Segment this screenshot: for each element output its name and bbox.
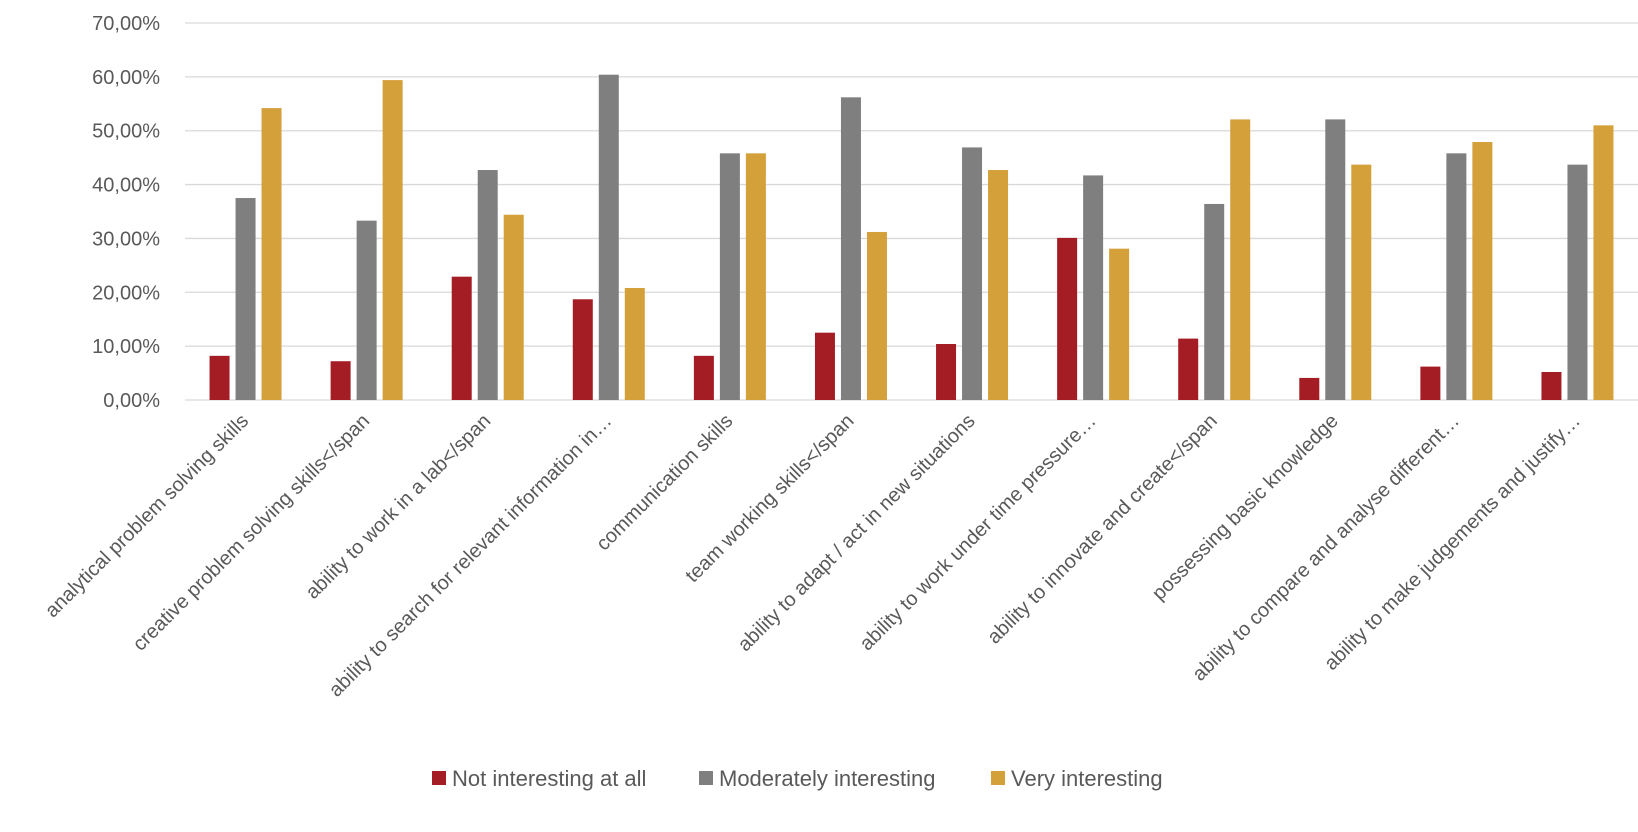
legend-label: Very interesting bbox=[1011, 766, 1163, 791]
x-tick-label: ability to innovate and create</span bbox=[983, 410, 1221, 648]
bar-very-interesting-7 bbox=[1109, 248, 1130, 400]
bar-not-interesting-at-all-1 bbox=[330, 361, 351, 400]
y-tick-label: 70,00% bbox=[92, 13, 160, 35]
bar-moderately-interesting-6 bbox=[962, 147, 983, 400]
bar-very-interesting-0 bbox=[261, 108, 282, 400]
x-tick-label: ability to work under time pressure… bbox=[856, 410, 1101, 655]
bar-not-interesting-at-all-3 bbox=[572, 299, 593, 400]
y-tick-label: 50,00% bbox=[92, 121, 160, 143]
bar-very-interesting-5 bbox=[866, 231, 887, 400]
y-tick-label: 30,00% bbox=[92, 228, 160, 250]
x-axis-ticks: analytical problem solving skillscreativ… bbox=[41, 410, 1585, 701]
x-tick-label: creative problem solving skills</span bbox=[129, 410, 374, 655]
bar-very-interesting-4 bbox=[745, 153, 766, 400]
bar-moderately-interesting-7 bbox=[1083, 175, 1104, 400]
gridlines bbox=[185, 22, 1638, 401]
legend-label: Moderately interesting bbox=[719, 766, 935, 791]
bar-not-interesting-at-all-7 bbox=[1057, 237, 1078, 400]
legend-swatch bbox=[699, 771, 713, 785]
bar-not-interesting-at-all-8 bbox=[1178, 338, 1199, 400]
y-tick-label: 20,00% bbox=[92, 282, 160, 304]
bar-not-interesting-at-all-2 bbox=[451, 276, 472, 400]
bar-very-interesting-8 bbox=[1230, 119, 1251, 400]
bar-moderately-interesting-5 bbox=[840, 97, 861, 400]
bar-very-interesting-11 bbox=[1593, 125, 1614, 400]
bar-not-interesting-at-all-6 bbox=[936, 343, 957, 400]
bar-not-interesting-at-all-11 bbox=[1541, 371, 1562, 400]
legend-swatch bbox=[432, 771, 446, 785]
x-tick-label: communication skills bbox=[592, 410, 737, 555]
x-tick-label: ability to search for relevant informati… bbox=[325, 410, 616, 701]
y-tick-label: 0,00% bbox=[103, 390, 160, 412]
bar-moderately-interesting-4 bbox=[719, 153, 740, 400]
bar-moderately-interesting-2 bbox=[477, 170, 498, 400]
bar-moderately-interesting-9 bbox=[1325, 119, 1346, 400]
bar-moderately-interesting-1 bbox=[356, 220, 377, 400]
bar-moderately-interesting-8 bbox=[1204, 203, 1225, 400]
bar-moderately-interesting-3 bbox=[598, 74, 619, 401]
bar-very-interesting-2 bbox=[503, 214, 524, 400]
bar-very-interesting-3 bbox=[624, 287, 645, 400]
bar-not-interesting-at-all-10 bbox=[1420, 366, 1441, 400]
x-tick-label: ability to compare and analyse different… bbox=[1188, 410, 1464, 686]
bar-not-interesting-at-all-9 bbox=[1299, 377, 1320, 400]
y-tick-label: 40,00% bbox=[92, 175, 160, 197]
bar-very-interesting-9 bbox=[1351, 164, 1372, 400]
x-tick-label: ability to adapt / act in new situations bbox=[734, 410, 980, 656]
legend-swatch bbox=[991, 771, 1005, 785]
legend-label: Not interesting at all bbox=[452, 766, 646, 791]
bar-very-interesting-10 bbox=[1472, 142, 1493, 400]
bar-not-interesting-at-all-5 bbox=[814, 332, 835, 400]
legend: Not interesting at all Moderately interes… bbox=[432, 766, 1163, 791]
bar-moderately-interesting-0 bbox=[235, 198, 256, 400]
bar-not-interesting-at-all-0 bbox=[209, 355, 230, 400]
bar-not-interesting-at-all-4 bbox=[693, 355, 714, 400]
bar-moderately-interesting-11 bbox=[1567, 164, 1588, 400]
bar-very-interesting-1 bbox=[382, 80, 403, 401]
bars bbox=[209, 74, 1614, 401]
x-tick-label: analytical problem solving skills bbox=[41, 410, 253, 622]
y-tick-label: 60,00% bbox=[92, 67, 160, 89]
x-tick-label: ability to make judgements and justify… bbox=[1320, 410, 1585, 675]
y-tick-label: 10,00% bbox=[92, 336, 160, 358]
bar-moderately-interesting-10 bbox=[1446, 153, 1467, 400]
bar-very-interesting-6 bbox=[988, 170, 1009, 400]
y-axis-ticks: 0,00% 10,00% 20,00% 30,00% 40,00% 50,00% 60,00… bbox=[92, 13, 160, 412]
